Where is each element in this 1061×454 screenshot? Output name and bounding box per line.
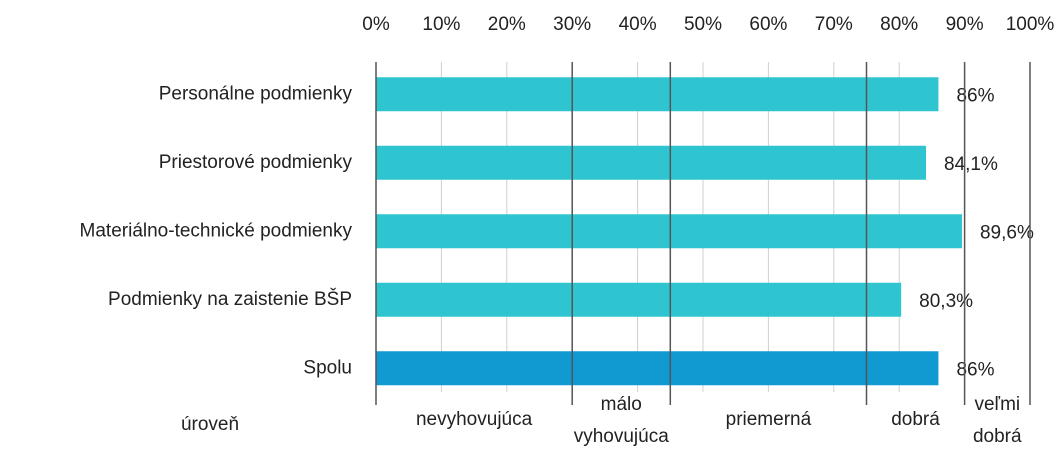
x-tick-label: 60% <box>749 14 787 35</box>
x-tick-label: 0% <box>362 14 390 35</box>
zone-title: úroveň <box>181 414 239 435</box>
x-tick-label: 50% <box>684 14 722 35</box>
category-label: Priestorové podmienky <box>159 152 353 173</box>
x-tick-label: 90% <box>946 14 984 35</box>
zone-label: priemerná <box>726 409 812 430</box>
x-tick-label: 20% <box>488 14 526 35</box>
x-tick-label: 70% <box>815 14 853 35</box>
category-label: Spolu <box>303 357 352 378</box>
category-label: Podmienky na zaistenie BŠP <box>108 288 352 310</box>
x-tick-label: 30% <box>553 14 591 35</box>
value-label: 86% <box>956 359 994 380</box>
x-tick-label: 80% <box>880 14 918 35</box>
x-tick-label: 10% <box>422 14 460 35</box>
zone-label: dobrá <box>891 409 940 430</box>
bar <box>376 351 939 386</box>
value-label: 80,3% <box>919 291 973 312</box>
zone-label: málo vyhovujúca <box>574 394 669 447</box>
bar <box>376 282 902 317</box>
bar <box>376 77 939 112</box>
zone-label: nevyhovujúca <box>416 409 533 430</box>
zone-label: veľmi dobrá <box>973 394 1022 447</box>
bar <box>376 214 962 249</box>
x-tick-label: 40% <box>619 14 657 35</box>
bar <box>376 145 927 180</box>
value-label: 84,1% <box>944 154 998 175</box>
value-label: 86% <box>956 85 994 106</box>
category-label: Personálne podmienky <box>159 83 353 104</box>
category-label: Materiálno-technické podmienky <box>80 220 353 241</box>
x-tick-label: 100% <box>1006 14 1055 35</box>
value-label: 89,6% <box>980 222 1034 243</box>
